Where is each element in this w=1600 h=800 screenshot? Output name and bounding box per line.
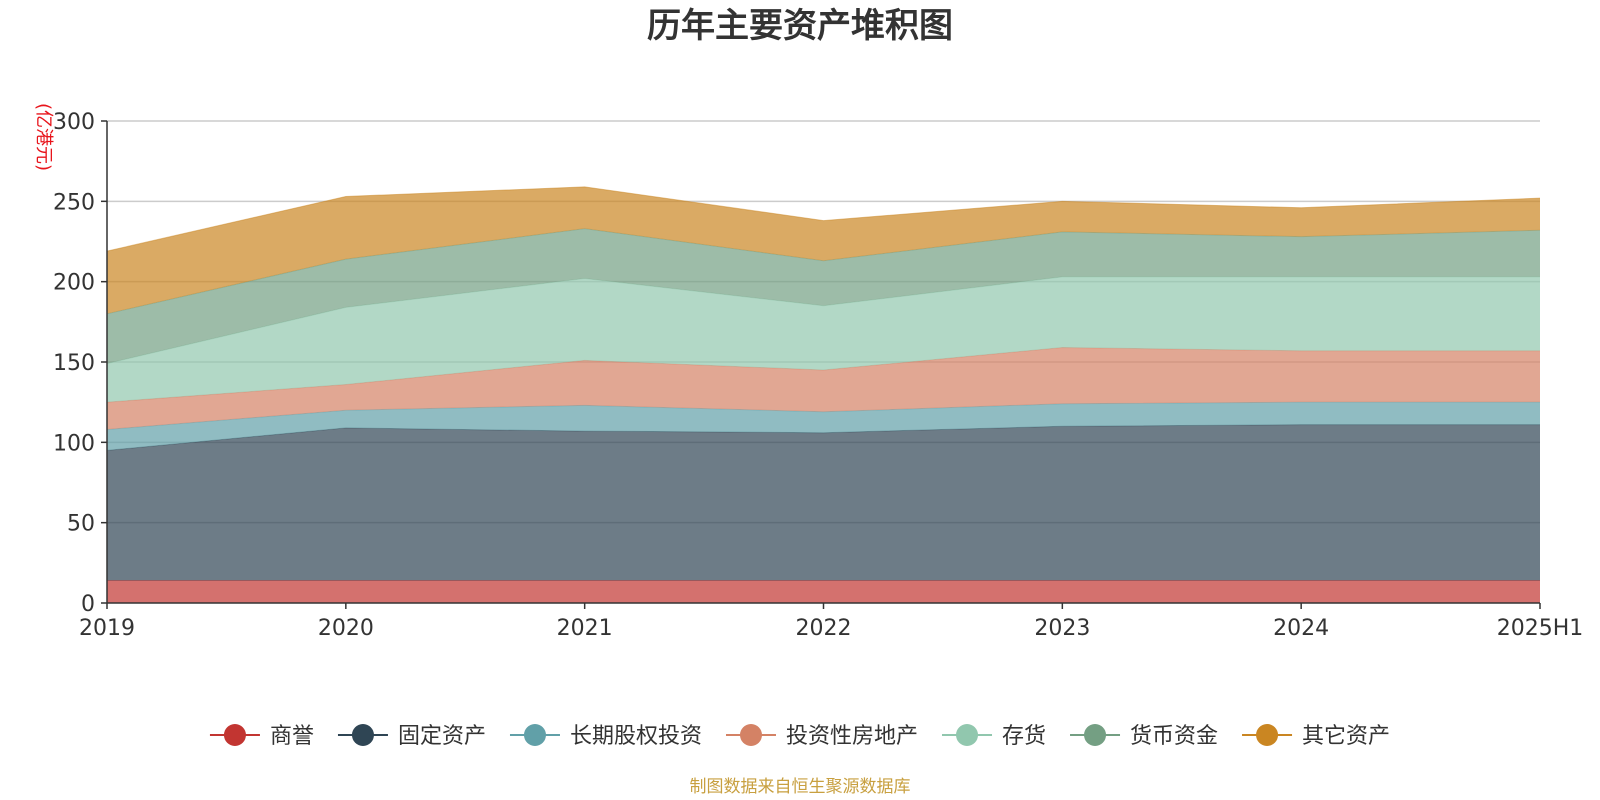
legend-label: 固定资产 [398, 724, 486, 749]
legend-circle-icon [1084, 724, 1107, 746]
legend-circle-icon [739, 724, 762, 746]
y-tick-label-50: 50 [67, 512, 95, 537]
area-0 [107, 580, 1540, 603]
area-1 [107, 424, 1540, 581]
legend-label: 投资性房地产 [786, 724, 918, 749]
area-6 [107, 186, 1540, 314]
legend-item-3[interactable]: 投资性房地产 [725, 724, 918, 749]
legend-item-6[interactable]: 其它资产 [1242, 724, 1390, 749]
legend-label: 存货 [1002, 724, 1046, 749]
x-tick-label-4: 2023 [1034, 616, 1090, 641]
legend-item-1[interactable]: 固定资产 [337, 724, 486, 749]
area-3 [107, 347, 1540, 430]
legend-item-0[interactable]: 商誉 [209, 724, 314, 749]
area-5 [107, 228, 1540, 364]
x-tick-label-2: 2021 [557, 616, 613, 641]
legend-label: 货币资金 [1130, 724, 1218, 749]
legend-label: 长期股权投资 [570, 724, 702, 749]
chart-title: 历年主要资产堆积图 [647, 6, 953, 46]
axes: 0 50 100 150 200 250 300 2019 2020 2021 2022 2023 20… [53, 110, 1583, 641]
legend-circle-icon [223, 724, 246, 746]
area-4 [107, 276, 1540, 403]
legend-label: 其它资产 [1302, 724, 1390, 749]
y-tick-label-0: 0 [81, 592, 95, 617]
y-tick-label-300: 300 [53, 110, 95, 135]
x-tick-label-1: 2020 [318, 616, 374, 641]
x-tick-label-5: 2024 [1273, 616, 1329, 641]
area-2 [107, 402, 1540, 451]
x-tick-label-3: 2022 [796, 616, 852, 641]
area-series [106, 186, 1541, 603]
y-tick-label-150: 150 [53, 351, 95, 376]
x-tick-label-6: 2025H1 [1497, 616, 1584, 641]
legend-circle-icon [956, 724, 979, 746]
legend-item-4[interactable]: 存货 [942, 724, 1046, 749]
x-tick-label-0: 2019 [79, 616, 135, 641]
legend-circle-icon [351, 724, 374, 746]
y-tick-label-200: 200 [53, 271, 95, 296]
area-edge-6 [106, 186, 1541, 252]
legend-item-5[interactable]: 货币资金 [1070, 724, 1218, 749]
legend-label: 商誉 [270, 724, 314, 749]
y-tick-label-250: 250 [53, 190, 95, 215]
y-tick-label-100: 100 [53, 431, 95, 456]
legend-circle-icon [523, 724, 546, 746]
legend-circle-icon [1256, 724, 1279, 746]
legend: 商誉 固定资产 长期股权投资 投资性房地产 存货 货币资金 其它资产 [209, 724, 1390, 749]
legend-item-2[interactable]: 长期股权投资 [509, 724, 702, 749]
data-source-note: 制图数据来自恒生聚源数据库 [690, 777, 911, 797]
y-axis-unit: (亿港元) [33, 103, 54, 171]
